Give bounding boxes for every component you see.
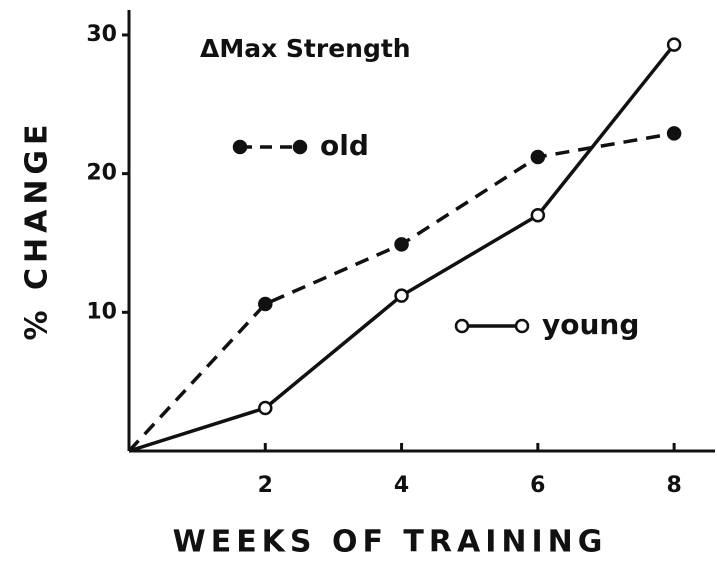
legend-marker [514, 318, 530, 334]
data-point [394, 237, 409, 252]
y-tick-label: 20 [86, 161, 117, 186]
data-point [530, 207, 546, 223]
data-point [258, 296, 273, 312]
y-tick-label: 10 [86, 299, 117, 324]
data-point [530, 149, 546, 165]
legend-label: young [542, 308, 639, 341]
legend-marker [454, 318, 470, 334]
data-point [666, 37, 682, 52]
legend-label: old [320, 129, 369, 162]
x-tick-label: 8 [666, 473, 681, 498]
data-point [666, 126, 682, 141]
legend-marker [292, 139, 308, 155]
data-point [258, 400, 273, 416]
x-tick-label: 2 [258, 473, 273, 498]
x-axis-label: WEEKS OF TRAINING [173, 525, 608, 560]
x-tick-label: 4 [394, 473, 409, 498]
y-axis-label: % CHANGE [20, 119, 55, 340]
x-tick-label: 6 [530, 473, 545, 498]
y-tick-label: 30 [86, 22, 117, 47]
legend-marker [232, 139, 248, 155]
data-point [394, 288, 409, 303]
chart-title: ΔMax Strength [200, 34, 411, 63]
